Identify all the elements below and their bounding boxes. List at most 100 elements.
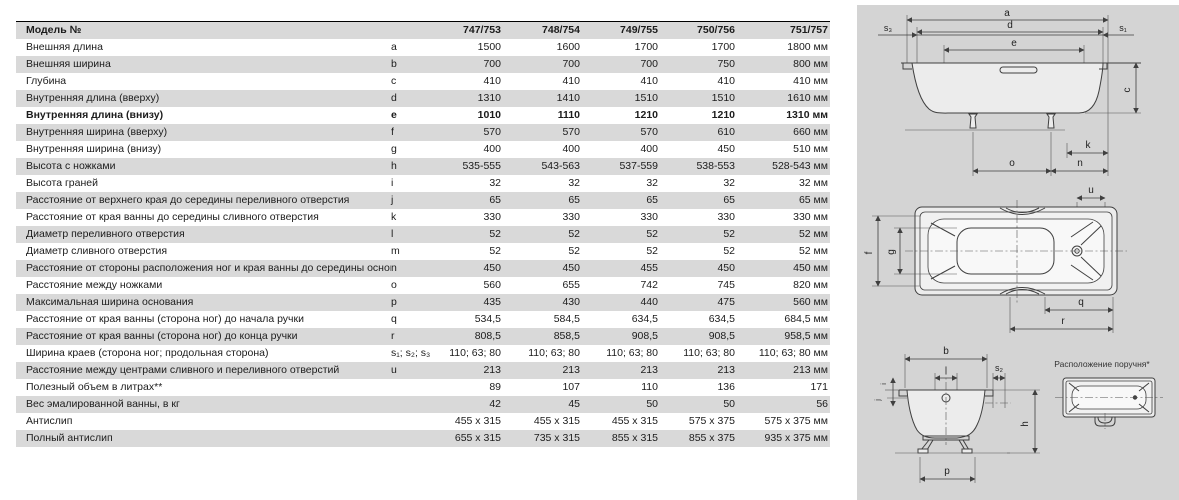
row-value-4: 450	[717, 262, 735, 274]
row-value-2: 32	[568, 177, 580, 189]
row-value-1: 1310	[477, 92, 501, 104]
row-letter: a	[391, 41, 397, 53]
row-value-5: 56	[816, 398, 828, 410]
row-value-3: 50	[646, 398, 658, 410]
row-value-2: 1600	[556, 41, 580, 53]
top-view-diagram: u f g q r	[864, 185, 1127, 333]
row-value-1: 110; 63; 80	[449, 347, 501, 359]
table-row: Расстояние от края ванны (сторона ног) д…	[16, 328, 830, 345]
row-value-1: 1500	[477, 41, 501, 53]
dim-h-label: h	[1020, 421, 1031, 427]
row-value-1: 535-555	[462, 160, 501, 172]
row-value-4: 330	[717, 211, 735, 223]
dim-s2-label: s₂	[995, 363, 1004, 373]
row-letter: f	[391, 126, 394, 138]
table-row: Внутренняя ширина (вверху) f 570 570 570…	[16, 124, 830, 141]
table-row: Расстояние между ножками o 560 655 742 7…	[16, 277, 830, 294]
row-value-2: 455 x 315	[533, 415, 580, 427]
row-letter: m	[391, 245, 400, 257]
row-value-1: 570	[483, 126, 501, 138]
row-label: Ширина краев (сторона ног; продольная ст…	[26, 347, 269, 359]
row-label: Внешняя длина	[26, 41, 103, 53]
row-value-3: 330	[640, 211, 658, 223]
table-row: Диаметр переливного отверстия l 52 52 52…	[16, 226, 830, 243]
row-label: Антислип	[26, 415, 73, 427]
row-value-3: 440	[640, 296, 658, 308]
row-letter: c	[391, 75, 397, 87]
row-value-2: 584,5	[553, 313, 580, 325]
row-value-2: 330	[562, 211, 580, 223]
table-row: Высота с ножками h 535-555 543-563 537-5…	[16, 158, 830, 175]
row-letter: b	[391, 58, 397, 70]
row-value-3: 110; 63; 80	[606, 347, 658, 359]
table-row: Глубина c 410 410 410 410 410 мм	[16, 73, 830, 90]
row-value-3: 213	[640, 364, 658, 376]
row-value-4: 1210	[711, 109, 735, 121]
row-value-2: 107	[562, 381, 580, 393]
row-value-4: 1510	[711, 92, 735, 104]
side-view-diagram: a d s₃ s₁ e c k o n	[878, 8, 1141, 176]
table-row: Расстояние от стороны расположения ног и…	[16, 260, 830, 277]
row-letter: d	[391, 92, 397, 104]
row-label: Внутренняя длина (вверху)	[26, 92, 160, 104]
row-label: Расстояние от края ванны до середины сли…	[26, 211, 319, 223]
row-value-1: 455 x 315	[454, 415, 501, 427]
end-view-diagram: b l s₂ i j h	[875, 346, 1040, 483]
row-value-5: 110; 63; 80 мм	[758, 347, 828, 359]
table-row: Внешняя длина a 1500 1600 1700 1700 1800…	[16, 39, 830, 56]
row-value-2: 1410	[556, 92, 580, 104]
row-value-3: 1510	[634, 92, 658, 104]
row-value-4: 908,5	[708, 330, 735, 342]
row-value-2: 400	[562, 143, 580, 155]
dim-d-label: d	[1007, 20, 1013, 31]
table-row: Антислип 455 x 315 455 x 315 455 x 315 5…	[16, 413, 830, 430]
row-value-4: 475	[717, 296, 735, 308]
row-label: Высота с ножками	[26, 160, 116, 172]
row-value-3: 52	[646, 228, 658, 240]
row-label: Внутренняя ширина (внизу)	[26, 143, 162, 155]
row-value-4: 855 x 375	[688, 432, 735, 444]
row-label: Расстояние от края ванны (сторона ног) д…	[26, 313, 304, 325]
dim-n-label: n	[1077, 158, 1083, 169]
row-letter: e	[391, 109, 397, 121]
row-letter: q	[391, 313, 397, 325]
row-value-2: 735 x 315	[533, 432, 580, 444]
table-header-row: Модель № 747/753 748/754 749/755 750/756…	[16, 21, 830, 39]
row-value-3: 455 x 315	[611, 415, 658, 427]
row-letter	[391, 413, 427, 430]
row-value-3: 110	[641, 381, 658, 393]
handle-location-diagram: Расположение поручня*	[1054, 359, 1163, 429]
row-value-3: 410	[640, 75, 658, 87]
row-value-2: 858,5	[553, 330, 580, 342]
row-value-4: 50	[723, 398, 735, 410]
row-value-1: 655 x 315	[454, 432, 501, 444]
row-value-3: 855 x 315	[611, 432, 658, 444]
dim-b-label: b	[943, 346, 949, 357]
row-label: Расстояние от края ванны (сторона ног) д…	[26, 330, 298, 342]
table-row: Расстояние от края ванны (сторона ног) д…	[16, 311, 830, 328]
row-value-4: 634,5	[708, 313, 735, 325]
row-value-3: 455	[640, 262, 658, 274]
row-value-2: 1110	[557, 109, 580, 121]
row-letter: l	[391, 228, 394, 240]
row-value-5: 450 мм	[793, 262, 828, 274]
row-letter: u	[391, 364, 397, 376]
row-letter	[391, 379, 427, 396]
row-value-2: 65	[568, 194, 580, 206]
row-value-1: 808,5	[474, 330, 501, 342]
row-label: Внешняя ширина	[26, 58, 111, 70]
row-letter: n	[391, 262, 397, 274]
row-label: Внутренняя ширина (вверху)	[26, 126, 168, 138]
dim-o-label: o	[1009, 158, 1015, 169]
row-value-3: 634,5	[631, 313, 658, 325]
row-value-1: 89	[489, 381, 501, 393]
dim-e-label: e	[1011, 38, 1017, 49]
row-value-4: 750	[717, 58, 735, 70]
row-value-1: 32	[489, 177, 501, 189]
dim-s1-label: s₁	[1119, 23, 1127, 33]
row-value-1: 560	[483, 279, 501, 291]
row-value-5: 800 мм	[793, 58, 828, 70]
dim-u-label: u	[1088, 185, 1094, 196]
dim-c-label: c	[1122, 88, 1133, 93]
row-letter: s₁; s₂; s₃	[391, 347, 431, 359]
